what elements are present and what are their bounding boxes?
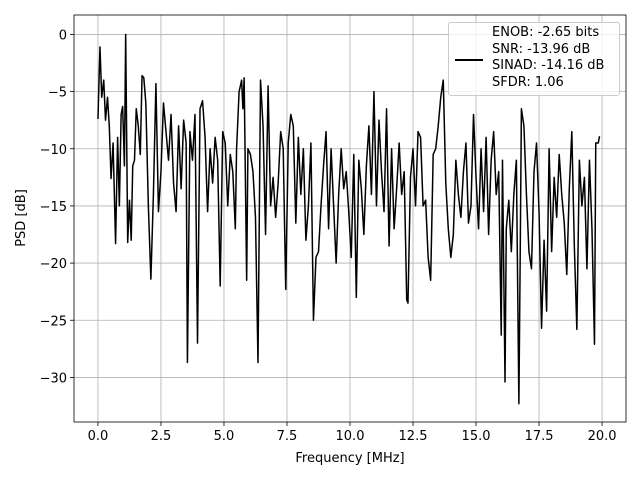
x-tick-label: 15.0 xyxy=(462,429,491,444)
y-tick-label: −15 xyxy=(40,200,67,215)
legend: ENOB: -2.65 bits SNR: -13.96 dB SINAD: -… xyxy=(448,22,620,96)
x-tick-label: 17.5 xyxy=(525,429,554,444)
y-tick-label: −5 xyxy=(48,86,67,101)
legend-label: ENOB: -2.65 bits SNR: -13.96 dB SINAD: -… xyxy=(492,25,605,90)
legend-swatch xyxy=(455,59,483,61)
x-tick-label: 20.0 xyxy=(588,429,617,444)
axes-frame xyxy=(73,14,627,423)
x-axis-label: Frequency [MHz] xyxy=(295,451,404,466)
line xyxy=(97,33,601,405)
x-tick-label: 2.5 xyxy=(151,429,172,444)
x-tick-label: 7.5 xyxy=(277,429,298,444)
x-tick-label: 10.0 xyxy=(336,429,365,444)
y-tick-label: −10 xyxy=(40,143,67,158)
y-tick-label: −30 xyxy=(40,371,67,386)
y-tick-label: 0 xyxy=(59,28,67,43)
y-tick-label: −25 xyxy=(40,314,67,329)
y-tick-label: −20 xyxy=(40,257,67,272)
x-tick-label: 0.0 xyxy=(88,429,109,444)
x-tick-label: 5.0 xyxy=(214,429,235,444)
y-axis-label: PSD [dB] xyxy=(14,189,29,247)
x-tick-label: 12.5 xyxy=(399,429,428,444)
